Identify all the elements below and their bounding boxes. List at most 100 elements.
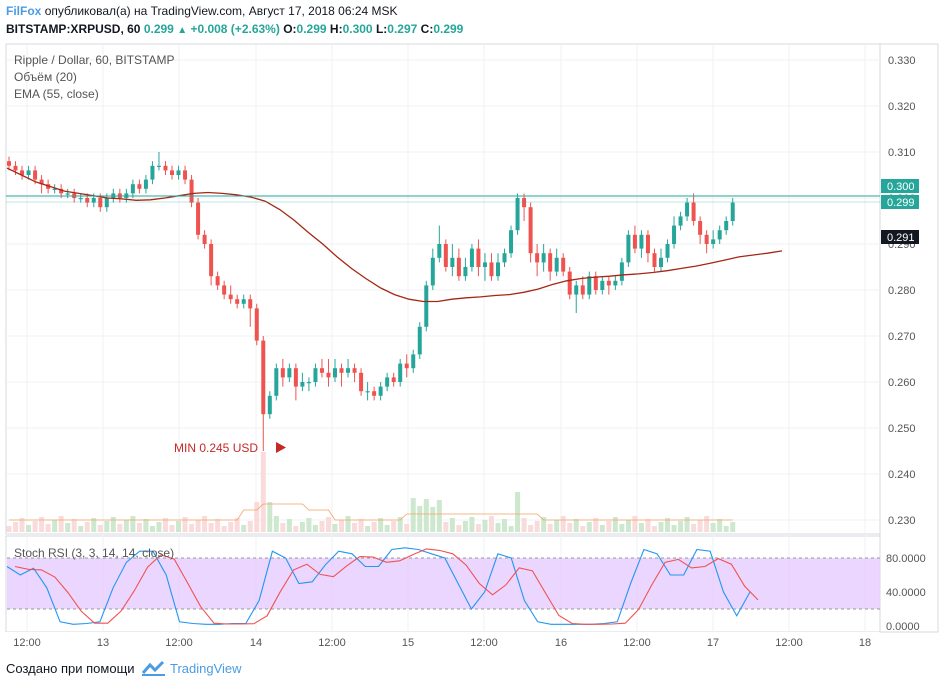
candle-body xyxy=(476,248,481,267)
candle-body xyxy=(59,188,64,194)
candle-body xyxy=(20,170,25,175)
time-tick-label: 14 xyxy=(250,637,262,649)
author-link[interactable]: FilFox xyxy=(6,4,42,18)
candle-body xyxy=(287,368,292,378)
volume-bar xyxy=(247,521,253,532)
candle-body xyxy=(463,267,468,277)
candle-body xyxy=(626,234,631,263)
volume-bars xyxy=(6,452,736,532)
volume-bar xyxy=(573,519,579,532)
min-label: MIN 0.245 USD xyxy=(174,441,258,455)
candle-body xyxy=(632,234,637,249)
candle-body xyxy=(580,285,585,295)
last-price: 0.299 xyxy=(143,22,174,36)
candle-body xyxy=(482,262,487,267)
time-axis[interactable] xyxy=(6,632,880,652)
volume-bar xyxy=(586,522,592,532)
candle-body xyxy=(13,165,18,171)
candle-body xyxy=(711,239,716,244)
volume-bar xyxy=(658,522,664,532)
candle-body xyxy=(691,202,696,221)
candle-body xyxy=(65,193,70,195)
price-tick-label: 0.310 xyxy=(888,147,916,159)
open-value: 0.299 xyxy=(296,22,327,36)
tradingview-link[interactable]: TradingView xyxy=(170,661,242,676)
candle-body xyxy=(645,234,650,254)
candle-body xyxy=(202,234,207,244)
price-tick-label: 0.260 xyxy=(888,377,916,389)
time-tick-label: 12:00 xyxy=(318,637,346,649)
ema-badge xyxy=(881,230,919,244)
ema-badge-text: 0.291 xyxy=(887,232,915,244)
price-tick-label: 0.320 xyxy=(888,101,916,113)
volume-bar xyxy=(65,523,71,532)
volume-bar xyxy=(730,522,736,532)
volume-bar xyxy=(39,517,45,532)
volume-bar xyxy=(208,523,214,532)
candle-body xyxy=(333,368,337,378)
candle-body xyxy=(26,170,31,175)
volume-bar xyxy=(169,525,175,532)
candle-body xyxy=(248,299,253,309)
volume-bar xyxy=(267,502,273,532)
candle-body xyxy=(306,382,311,384)
volume-bar xyxy=(6,526,12,532)
candle-body xyxy=(130,184,135,194)
volume-bar xyxy=(488,516,494,532)
volume-bar xyxy=(45,524,51,532)
rsi-d-line xyxy=(14,548,759,625)
volume-bar xyxy=(202,516,208,532)
tradingview-logo-icon[interactable] xyxy=(141,659,167,677)
high-value: 0.300 xyxy=(342,22,373,36)
time-ticks: 12:00 13 12:00 14 12:00 15 12:00 16 12:00 17 12:00… xyxy=(13,637,871,649)
volume-bar xyxy=(97,525,103,532)
volume-bar xyxy=(241,525,247,532)
time-tick-label: 18 xyxy=(859,637,871,649)
candle-body xyxy=(78,198,83,200)
price-tick-label: 0.230 xyxy=(888,515,916,527)
volume-bar xyxy=(547,524,553,532)
volume-bar xyxy=(143,519,149,532)
candle-body xyxy=(593,276,598,290)
volume-bar xyxy=(130,516,136,532)
candle-body xyxy=(704,234,709,244)
candle-body xyxy=(183,170,188,180)
candle-body xyxy=(228,294,233,300)
price-chart[interactable]: 0.3300.3200.3100.3000.2900.2800.2700.260… xyxy=(0,42,939,654)
volume-bar xyxy=(234,518,240,532)
volume-bar xyxy=(189,524,195,532)
candle-body xyxy=(424,285,429,327)
candle-body xyxy=(528,207,533,254)
volume-bar xyxy=(560,516,566,532)
candle-body xyxy=(698,221,703,235)
min-arrow-icon xyxy=(276,442,286,453)
candle-body xyxy=(326,372,331,378)
candle-body xyxy=(261,340,266,415)
candle-body xyxy=(404,363,409,369)
candle-body xyxy=(613,280,618,286)
candle-body xyxy=(189,179,194,203)
time-tick-label: 12:00 xyxy=(13,637,41,649)
volume-bar xyxy=(117,524,123,532)
candle-body xyxy=(150,165,155,180)
candle-body xyxy=(215,276,220,286)
volume-bar xyxy=(13,522,19,532)
volume-bar xyxy=(384,525,390,532)
close-value: 0.299 xyxy=(433,22,464,36)
symbol-name: BITSTAMP:XRPUSD, 60 xyxy=(6,22,141,36)
volume-bar xyxy=(508,526,514,532)
candle-body xyxy=(385,377,390,387)
candle-body xyxy=(372,391,377,396)
candle-body xyxy=(293,368,298,387)
candle-body xyxy=(391,377,396,382)
volume-bar xyxy=(319,521,325,532)
price-axis[interactable] xyxy=(879,43,939,633)
volume-bar xyxy=(443,522,449,532)
candle-body xyxy=(554,257,559,272)
volume-bar xyxy=(423,499,429,532)
candle-body xyxy=(678,216,683,226)
candle-body xyxy=(489,262,494,277)
candle-body xyxy=(346,368,351,373)
candle-body xyxy=(659,257,663,267)
volume-bar xyxy=(110,517,116,532)
